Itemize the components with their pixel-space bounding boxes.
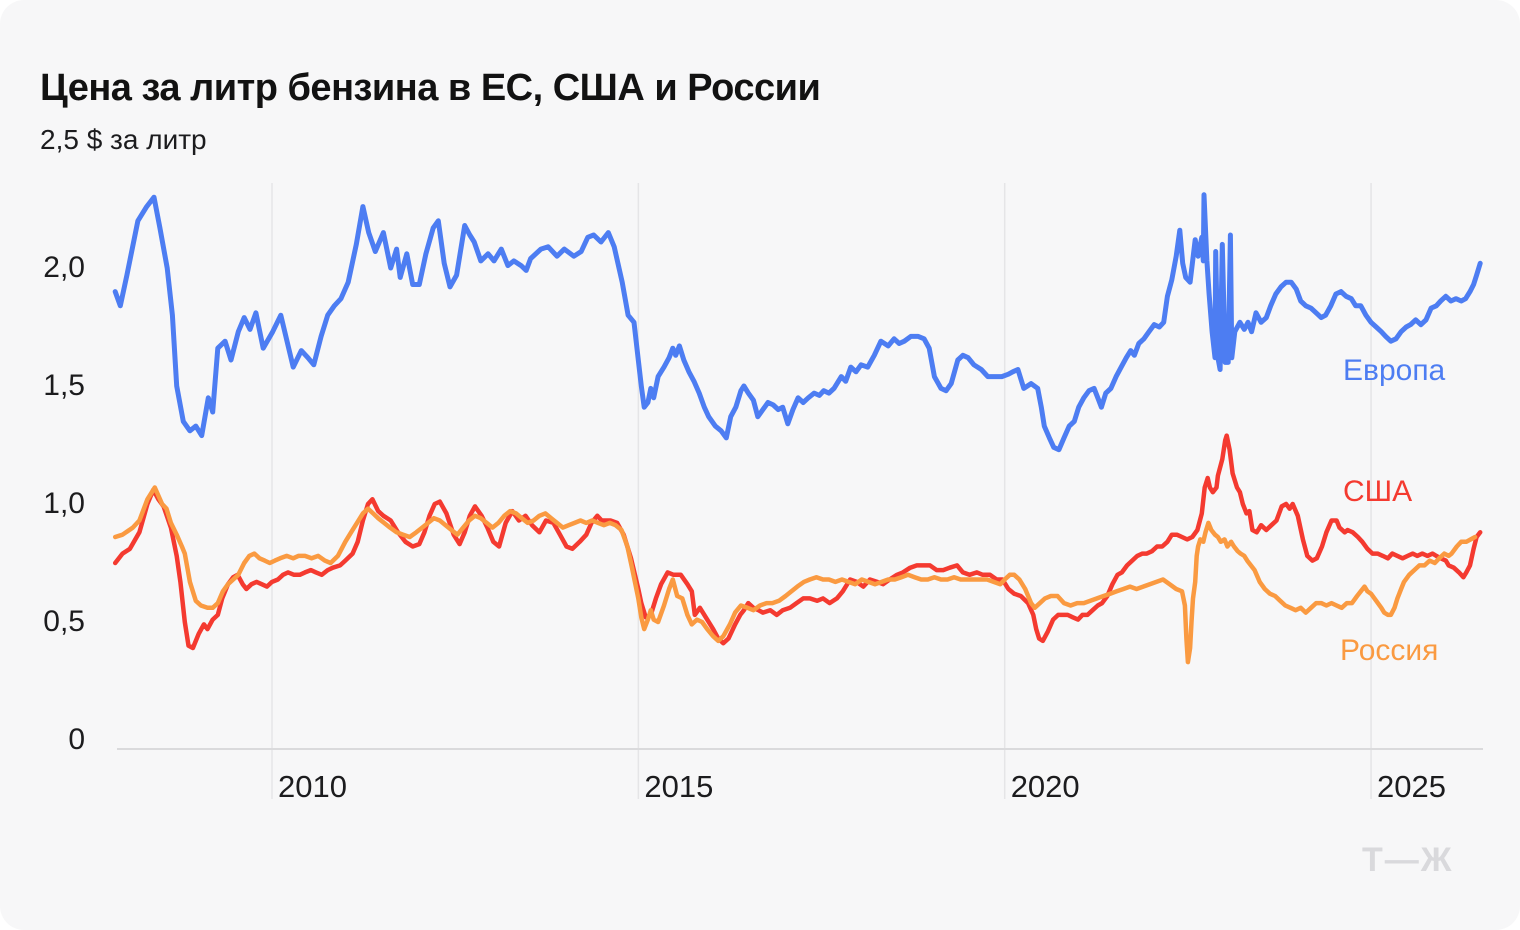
- y-tick-label: 1,5: [43, 369, 85, 402]
- y-tick-label: 0: [68, 723, 85, 756]
- series-label-usa: США: [1343, 475, 1413, 508]
- x-tick-label: 2020: [1010, 769, 1080, 804]
- series-line-usa: [112, 433, 1483, 651]
- x-tick-label: 2010: [278, 769, 347, 804]
- chart-title: Цена за литр бензина в ЕС, США и России: [40, 67, 821, 110]
- y-tick-label: 2,0: [43, 251, 85, 284]
- y-tick-label: 1,0: [43, 487, 85, 520]
- series-label-europe: Европа: [1343, 354, 1446, 387]
- tj-logo: Т—Ж: [1362, 841, 1454, 879]
- series-line-europe: [112, 192, 1483, 453]
- x-tick-label: 2025: [1377, 769, 1447, 804]
- series-label-russia: Россия: [1340, 634, 1439, 667]
- series-line-russia: [112, 485, 1478, 665]
- y-tick-label: 0,5: [43, 605, 85, 638]
- y-axis-unit-label: 2,5 $ за литр: [40, 124, 207, 155]
- x-tick-label: 2015: [644, 769, 714, 804]
